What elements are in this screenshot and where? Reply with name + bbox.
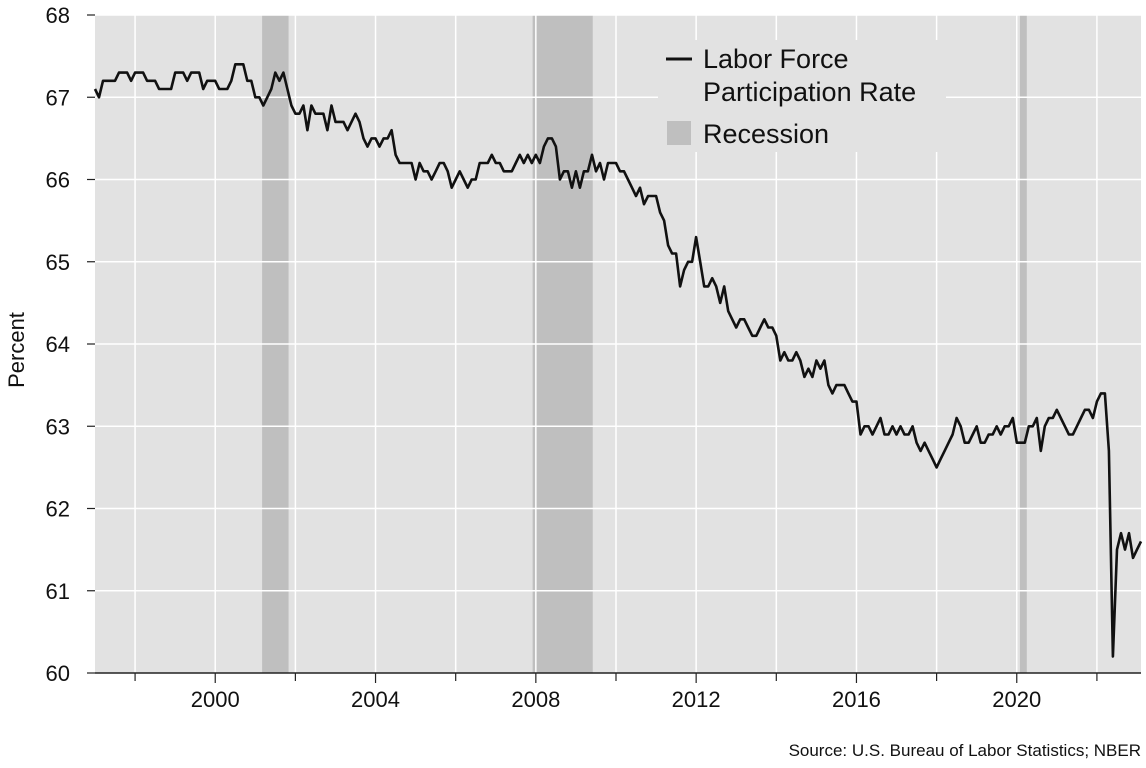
legend-background: [658, 40, 946, 152]
x-tick-label: 2008: [511, 687, 560, 712]
y-tick-label: 68: [46, 3, 70, 28]
legend-label: Recession: [703, 119, 829, 149]
y-axis-label: Percent: [4, 312, 29, 388]
y-axis-ticks: 60 61 62 63 64 65 66 67 68: [46, 3, 95, 686]
y-tick-label: 62: [46, 497, 70, 522]
x-tick-label: 2012: [672, 687, 721, 712]
series-line: [93, 63, 1143, 658]
x-tick-label: 2016: [832, 687, 881, 712]
legend-label: Participation Rate: [703, 77, 916, 107]
series-lines: [93, 63, 1143, 658]
y-tick-label: 61: [46, 579, 70, 604]
x-tick-label: 2004: [351, 687, 400, 712]
y-tick-label: 65: [46, 250, 70, 275]
x-tick-label: 2020: [992, 687, 1041, 712]
y-tick-label: 67: [46, 85, 70, 110]
y-tick-label: 63: [46, 414, 70, 439]
gridlines: [95, 14, 1141, 674]
x-tick-label: 2000: [191, 687, 240, 712]
y-tick-label: 66: [46, 168, 70, 193]
legend-label: Labor Force: [703, 44, 849, 74]
legend-recession-swatch: [667, 121, 691, 145]
x-axis-ticks: 2000 2004 2008 2012 2016 2020: [134, 673, 1098, 712]
source-note: Source: U.S. Bureau of Labor Statistics;…: [789, 741, 1141, 760]
y-tick-label: 64: [46, 332, 70, 357]
y-tick-label: 60: [46, 661, 70, 686]
